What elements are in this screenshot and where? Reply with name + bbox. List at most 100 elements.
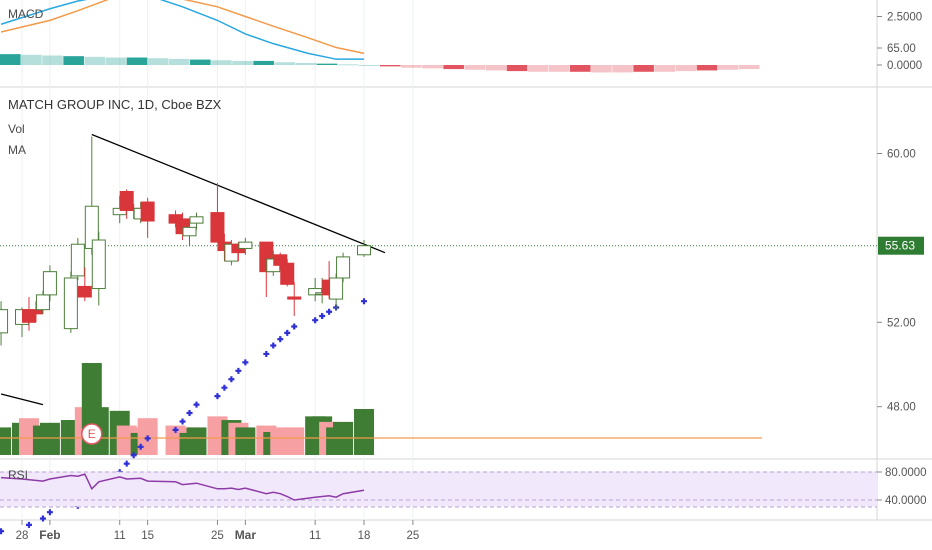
- last-price-label: 55.63: [885, 239, 915, 253]
- macd-histogram-bar: [612, 65, 633, 73]
- ma-point: [25, 521, 32, 528]
- candle-body[interactable]: [238, 241, 253, 249]
- macd-histogram-bar: [675, 65, 697, 72]
- candle-body[interactable]: [280, 262, 295, 285]
- candle-body[interactable]: [63, 277, 78, 330]
- macd-histogram-bar: [0, 54, 21, 65]
- volume-legend[interactable]: Vol: [8, 122, 25, 136]
- macd-histogram-bar: [401, 65, 422, 68]
- signal-line: [0, 0, 365, 55]
- ma-point: [263, 350, 270, 357]
- candle-body[interactable]: [336, 256, 351, 279]
- candle-body[interactable]: [0, 309, 9, 334]
- chart-title[interactable]: MATCH GROUP INC, 1D, Cboe BZX: [8, 97, 222, 112]
- x-tick-label: 25: [406, 530, 419, 542]
- macd-histogram-bar: [738, 65, 760, 70]
- macd-line: [0, 0, 365, 60]
- volume-bar: [354, 409, 375, 455]
- ma-point: [123, 460, 130, 467]
- macd-histogram-bar: [591, 65, 612, 73]
- macd-histogram-bar: [633, 65, 654, 72]
- x-tick-label: 11: [114, 530, 126, 542]
- macd-histogram-bar: [337, 64, 359, 66]
- macd-histogram-bar: [211, 60, 232, 65]
- x-tick-label: Feb: [39, 528, 60, 542]
- candle-body[interactable]: [28, 309, 43, 315]
- macd-histogram-bar: [485, 65, 507, 71]
- candle-body[interactable]: [42, 271, 57, 296]
- macd-histogram-bar: [570, 65, 591, 72]
- ma-point: [179, 418, 186, 425]
- x-tick-label: 15: [141, 530, 154, 542]
- price-y-tick: 48.00: [887, 402, 916, 414]
- ma-point: [186, 410, 193, 417]
- macd-y-tick: 0.0000: [887, 60, 922, 72]
- macd-histogram-bar: [105, 57, 127, 65]
- candle-body[interactable]: [91, 239, 106, 290]
- ma-point: [326, 308, 333, 315]
- x-tick-label: Mar: [235, 528, 257, 542]
- x-tick-label: 25: [211, 530, 224, 542]
- price-y-tick: 52.00: [887, 317, 916, 329]
- volume-bars: [0, 363, 762, 455]
- trendlines: [0, 133, 877, 406]
- trendline[interactable]: [91, 133, 386, 254]
- macd-histogram-bar: [696, 65, 718, 71]
- x-tick-label: 11: [309, 530, 321, 542]
- macd-histogram-bar: [63, 56, 84, 65]
- volume-bar: [235, 427, 256, 455]
- ma-point: [270, 342, 277, 349]
- volume-bar: [186, 427, 207, 455]
- candle-body[interactable]: [77, 285, 92, 298]
- macd-histogram-bar: [443, 65, 464, 70]
- rsi-y-tick: 80.0000: [885, 467, 927, 479]
- x-tick-label: 18: [358, 530, 371, 542]
- ma-point: [312, 317, 319, 324]
- trendline[interactable]: [0, 393, 44, 406]
- macd-histogram-bar: [274, 62, 296, 65]
- candle-body[interactable]: [140, 201, 155, 222]
- candle-body[interactable]: [329, 277, 344, 300]
- earnings-marker-circle[interactable]: [81, 423, 103, 445]
- macd-histogram-bar: [126, 57, 148, 65]
- y-axis-ticks: 2.5000 0.0000 65.00 60.00 52.00 48.00 80.0000 4…: [877, 12, 927, 507]
- macd-histogram-bar: [358, 65, 380, 66]
- rsi-legend[interactable]: RSI: [8, 468, 28, 482]
- ma-point: [242, 359, 249, 366]
- macd-histogram-bar: [380, 65, 401, 67]
- earnings-marker[interactable]: E: [81, 423, 103, 445]
- ma-point: [172, 426, 179, 433]
- ma-point: [144, 435, 151, 442]
- volume-bar: [284, 427, 305, 455]
- ma-point: [130, 452, 137, 459]
- macd-histogram-bar: [42, 55, 63, 65]
- candle-body[interactable]: [210, 212, 225, 243]
- macd-histogram-bar: [527, 65, 549, 72]
- ma-point: [235, 367, 242, 374]
- macd-y-tick: 2.5000: [887, 12, 922, 24]
- macd-histogram-bar: [232, 60, 253, 65]
- macd-histogram-bar: [422, 65, 443, 69]
- ma-point: [221, 384, 228, 391]
- candle-body[interactable]: [357, 245, 372, 256]
- candle-body[interactable]: [182, 226, 197, 237]
- price-y-tick: 65.00: [887, 43, 916, 55]
- macd-histogram-bar: [21, 54, 42, 65]
- rsi-band: [0, 471, 877, 507]
- macd-legend[interactable]: MACD: [8, 7, 44, 21]
- ma-point: [361, 298, 368, 305]
- ma-point: [193, 401, 200, 408]
- macd-histogram-bar: [717, 65, 739, 70]
- candle-body[interactable]: [119, 190, 134, 211]
- candle-body[interactable]: [189, 216, 204, 224]
- candle-body[interactable]: [70, 243, 85, 277]
- ma-legend[interactable]: MA: [8, 143, 26, 157]
- candle-body[interactable]: [287, 296, 302, 300]
- volume-bar: [0, 427, 12, 455]
- macd-histogram-bar: [464, 65, 486, 70]
- candle-body[interactable]: [35, 294, 50, 311]
- price-y-tick: 60.00: [887, 149, 916, 161]
- macd-histogram-bar: [190, 59, 211, 65]
- macd-histogram-bar: [654, 65, 676, 72]
